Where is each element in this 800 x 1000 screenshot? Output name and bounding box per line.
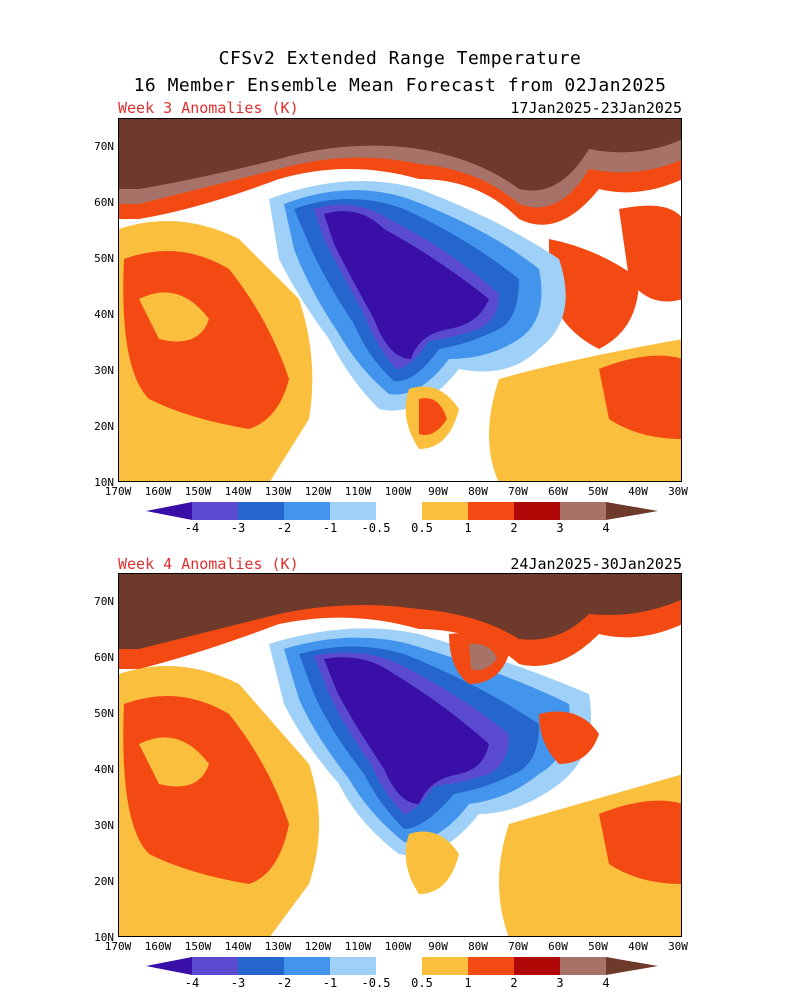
lat-label: 40N (94, 763, 114, 776)
lon-label: 50W (588, 485, 608, 498)
lon-label: 90W (428, 940, 448, 953)
lon-label: 50W (588, 940, 608, 953)
colorbar-label: -0.5 (361, 976, 391, 990)
lon-label: 30W (668, 485, 688, 498)
lon-label: 100W (384, 940, 412, 953)
colorbar-label: -1 (322, 521, 338, 535)
panel-1-dates: 17Jan2025-23Jan2025 (510, 99, 682, 117)
lat-label: 70N (94, 140, 114, 153)
colorbar-label: -1 (322, 976, 338, 990)
lon-label: 70W (508, 485, 528, 498)
colorbar-week4 (146, 957, 658, 975)
title-line-1: CFSv2 Extended Range Temperature (218, 48, 582, 69)
lat-label: 10N (94, 931, 114, 944)
colorbar-label: 0.5 (411, 976, 433, 990)
lat-label: 40N (94, 308, 114, 321)
lon-label: 110W (344, 940, 372, 953)
colorbar-week3 (146, 502, 658, 520)
lat-label: 10N (94, 476, 114, 489)
map-panel-week4 (118, 573, 682, 937)
lon-label: 100W (384, 485, 412, 498)
lon-label: 30W (668, 940, 688, 953)
lon-label: 70W (508, 940, 528, 953)
lon-label: 60W (548, 940, 568, 953)
colorbar-label: -3 (230, 521, 246, 535)
lat-label: 60N (94, 196, 114, 209)
colorbar-label: -3 (230, 976, 246, 990)
colorbar-label: 2 (510, 976, 518, 990)
lon-label: 110W (344, 485, 372, 498)
colorbar-label: 3 (556, 976, 564, 990)
lon-label: 80W (468, 485, 488, 498)
lon-label: 120W (304, 485, 332, 498)
lon-label: 150W (184, 485, 212, 498)
colorbar-label: 1 (464, 521, 472, 535)
panel-1-label: Week 3 Anomalies (K) (118, 99, 299, 117)
colorbar-label: 0.5 (411, 521, 433, 535)
lat-label: 20N (94, 420, 114, 433)
lon-label: 160W (144, 940, 172, 953)
lon-label: 60W (548, 485, 568, 498)
lon-label: 140W (224, 485, 252, 498)
lat-label: 30N (94, 364, 114, 377)
colorbar-label: 3 (556, 521, 564, 535)
lat-label: 30N (94, 819, 114, 832)
colorbar-label: -2 (276, 976, 292, 990)
lon-label: 150W (184, 940, 212, 953)
colorbar-label: 4 (602, 976, 610, 990)
lon-label: 130W (264, 485, 292, 498)
lat-label: 50N (94, 252, 114, 265)
colorbar-label: -0.5 (361, 521, 391, 535)
anomaly-map-week4 (119, 574, 681, 936)
colorbar-label: -2 (276, 521, 292, 535)
map-panel-week3 (118, 118, 682, 482)
lon-label: 90W (428, 485, 448, 498)
lat-label: 20N (94, 875, 114, 888)
lon-label: 120W (304, 940, 332, 953)
colorbar-label: -4 (184, 976, 200, 990)
title-line-2: 16 Member Ensemble Mean Forecast from 02… (133, 75, 667, 96)
lon-label: 80W (468, 940, 488, 953)
lat-label: 70N (94, 595, 114, 608)
lat-label: 60N (94, 651, 114, 664)
panel-2-dates: 24Jan2025-30Jan2025 (510, 555, 682, 573)
colorbar-label: 1 (464, 976, 472, 990)
colorbar-label: -4 (184, 521, 200, 535)
lon-label: 40W (628, 485, 648, 498)
lon-label: 40W (628, 940, 648, 953)
anomaly-map-week3 (119, 119, 681, 481)
lon-label: 140W (224, 940, 252, 953)
lat-label: 50N (94, 707, 114, 720)
panel-2-label: Week 4 Anomalies (K) (118, 555, 299, 573)
lon-label: 170W (104, 940, 132, 953)
lon-label: 160W (144, 485, 172, 498)
colorbar-label: 2 (510, 521, 518, 535)
lon-label: 170W (104, 485, 132, 498)
colorbar-label: 4 (602, 521, 610, 535)
lon-label: 130W (264, 940, 292, 953)
